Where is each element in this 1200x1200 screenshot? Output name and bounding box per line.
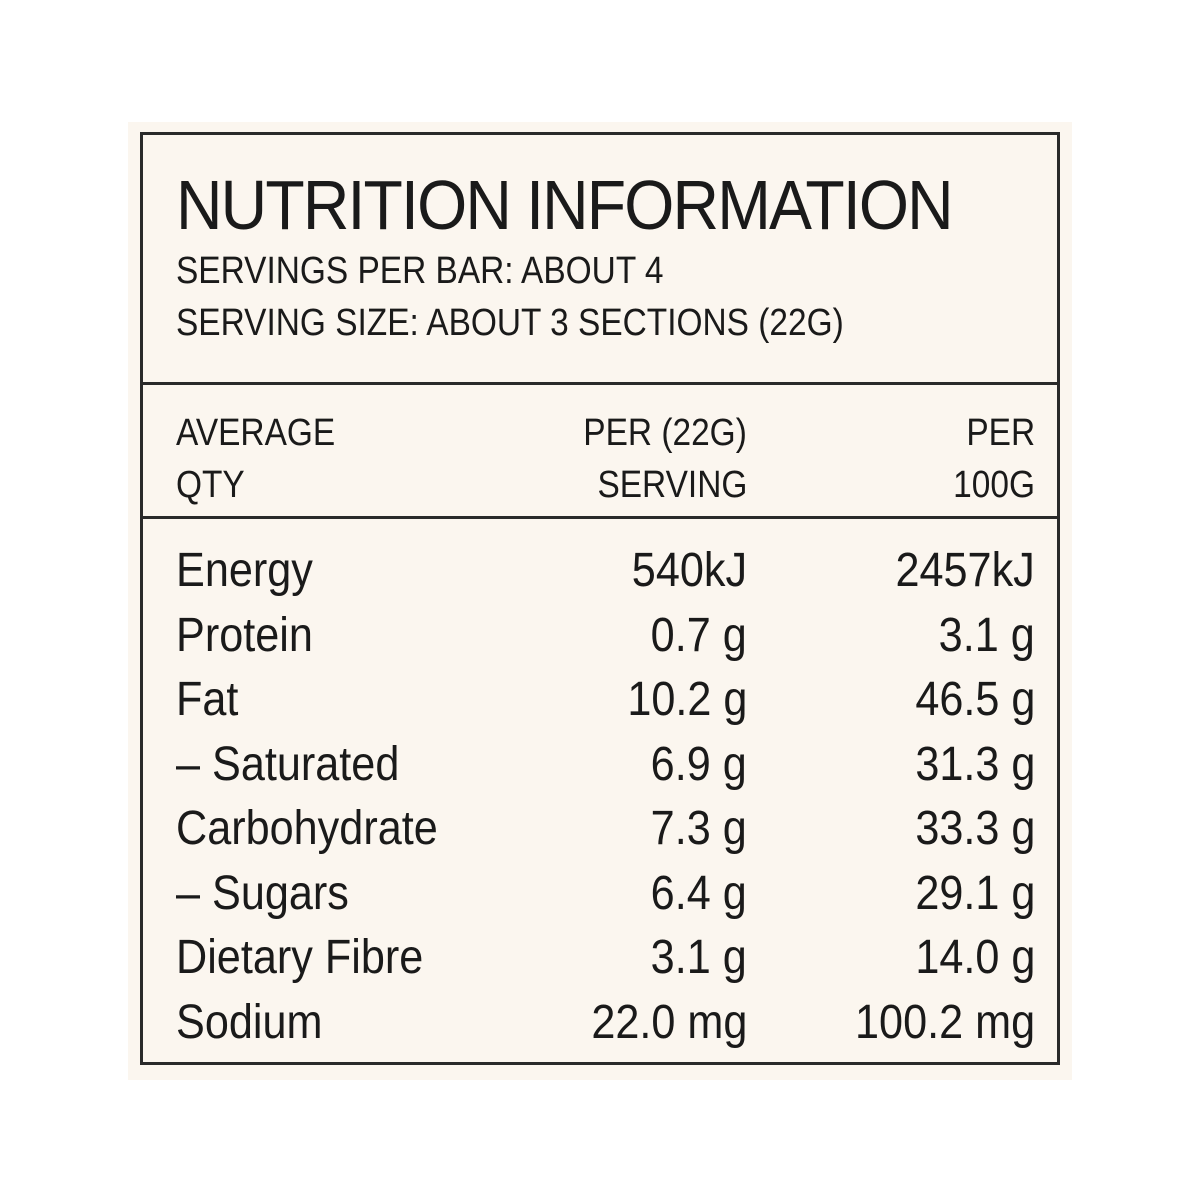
- cell: 33.3 g: [914, 802, 1035, 855]
- label-background: [128, 122, 1072, 1080]
- cell: 10.2 g: [626, 673, 747, 726]
- serving-size: SERVING SIZE: ABOUT 3 SECTIONS (22G): [176, 302, 844, 344]
- column-header: AVERAGE: [176, 412, 336, 454]
- table-row: Fat 10.2 g 46.5 g: [143, 668, 1057, 733]
- servings: SERVINGS PER BAR: ABOUT 4: [176, 250, 664, 292]
- cell: 7.3 g: [650, 802, 747, 855]
- cell: Protein: [176, 608, 313, 662]
- nutrition-panel: NUTRITION INFORMATION SERVINGS PER BAR: …: [140, 132, 1060, 1065]
- cell: 14.0 g: [914, 931, 1035, 984]
- cell: – Saturated: [176, 737, 400, 791]
- cell: 100.2 mg: [854, 995, 1035, 1049]
- cell: Fat: [176, 673, 239, 726]
- table-row: Energy 540kJ 2457kJ: [143, 539, 1057, 604]
- cell: 2457kJ: [895, 544, 1035, 597]
- cell: Energy: [176, 544, 313, 597]
- cell: 22.0 mg: [590, 995, 747, 1049]
- rows: Energy 540kJ 2457kJ Protein 0.7 g 3.1 g Fat 10.…: [143, 519, 1057, 1055]
- column-header: PER: [966, 412, 1035, 454]
- title: NUTRITION INFORMATION: [176, 166, 954, 244]
- column-headers: AVERAGE QTY PER (22G) SERVING PER 100G: [143, 385, 1057, 519]
- cell: Carbohydrate: [176, 802, 438, 855]
- column-header: SERVING: [597, 464, 747, 506]
- table-row: Carbohydrate 7.3 g 33.3 g: [143, 797, 1057, 862]
- cell: 29.1 g: [914, 866, 1035, 920]
- cell: – Sugars: [176, 866, 349, 920]
- table-row: – Saturated 6.9 g 31.3 g: [143, 733, 1057, 798]
- cell: 0.7 g: [650, 608, 747, 662]
- cell: 46.5 g: [914, 673, 1035, 726]
- table-row: Dietary Fibre 3.1 g 14.0 g: [143, 926, 1057, 991]
- cell: 540kJ: [631, 544, 747, 597]
- table-row: Protein 0.7 g 3.1 g: [143, 604, 1057, 669]
- column-header: 100G: [953, 464, 1035, 506]
- cell: 3.1 g: [938, 608, 1035, 662]
- table-row: Sodium 22.0 mg 100.2 mg: [143, 991, 1057, 1056]
- cell: 3.1 g: [650, 931, 747, 984]
- column-header: PER (22G): [583, 412, 747, 454]
- cell: 6.9 g: [650, 737, 747, 791]
- table-row: – Sugars 6.4 g 29.1 g: [143, 862, 1057, 927]
- header: NUTRITION INFORMATION SERVINGS PER BAR: …: [143, 135, 1057, 385]
- cell: 6.4 g: [650, 866, 747, 920]
- cell: Dietary Fibre: [176, 931, 424, 984]
- column-header: QTY: [176, 464, 245, 506]
- cell: 31.3 g: [914, 737, 1035, 791]
- cell: Sodium: [176, 995, 323, 1049]
